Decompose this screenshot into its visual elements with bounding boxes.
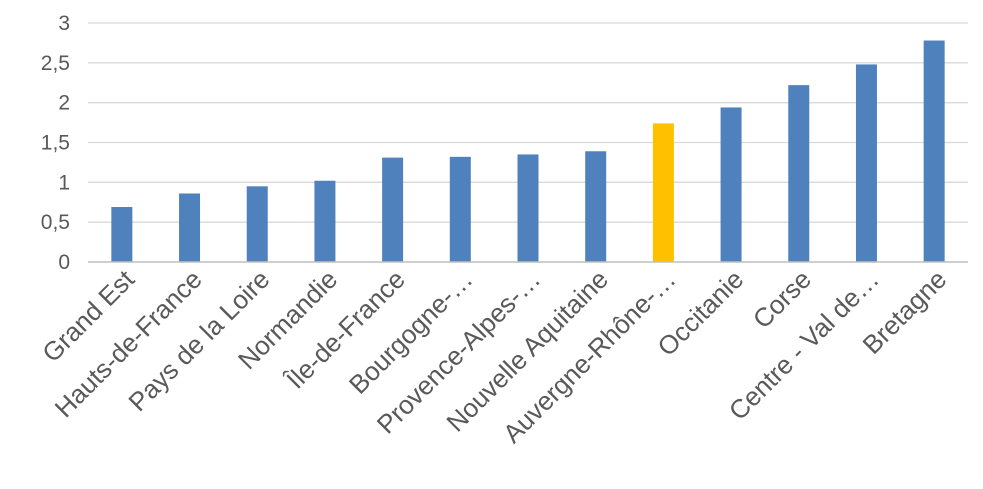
bar	[382, 157, 404, 262]
bar	[179, 193, 201, 262]
bar	[788, 85, 810, 262]
y-tick-label: 1,5	[41, 132, 70, 155]
gridlines	[88, 22, 968, 223]
y-tick-label: 1	[58, 171, 70, 194]
bar	[246, 186, 268, 262]
bar	[720, 107, 742, 263]
y-tick-label: 2,5	[41, 52, 70, 75]
bar	[111, 207, 133, 262]
bar	[652, 123, 674, 262]
y-tick-label: 3	[58, 12, 70, 35]
y-axis-tick-labels: 0 0,5 1 1,5 2 2,5 3	[41, 12, 70, 274]
bar	[314, 180, 336, 262]
y-tick-label: 2	[58, 92, 70, 115]
bar	[449, 156, 471, 262]
bar	[855, 64, 877, 262]
bars	[111, 40, 945, 263]
bar	[923, 40, 945, 262]
y-tick-label: 0,5	[41, 211, 70, 234]
y-tick-label: 0	[58, 251, 70, 274]
bar	[517, 154, 539, 262]
bar	[585, 151, 607, 262]
